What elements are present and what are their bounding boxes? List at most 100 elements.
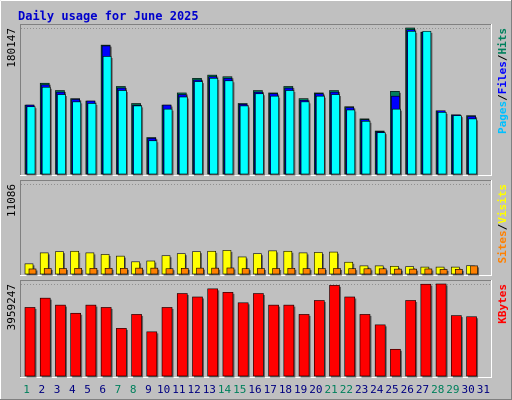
pages-bar-day-6 [102,56,112,175]
visits-sites-legend-item-2: Visits [496,184,509,224]
kbytes-bar-day-20 [313,300,325,377]
kbytes-bar-day-25 [390,348,401,377]
day-label-19: 19 [294,383,307,396]
sites-bar-day-23 [363,268,372,275]
sites-bar-day-8 [135,267,143,275]
kbytes-bar-day-5 [85,304,97,377]
kbytes-bar-day-9 [146,331,158,377]
sites-bar-day-24 [378,268,387,275]
day-labels: 1 2 3 4 5 6 7 8 9 10 11 12 13 14 15 16 17 18 19 20 21 22 23 24 2… [23,383,490,396]
kbytes-bar-day-16 [253,293,264,377]
day-label-29: 29 [446,383,459,396]
pages-bar-day-20 [315,95,325,175]
kbytes-ymax-tick: 3959247 [5,284,18,330]
pages-bar-day-17 [270,95,279,175]
pages-bar-day-18 [285,90,295,175]
kbytes-bar-day-17 [268,304,279,377]
sites-bar-day-5 [89,268,98,275]
sites-bar-day-29 [455,268,463,275]
pages-bar-day-27 [422,31,432,175]
chart-panels: 180147Pages/Files/Hits11086Sites/Visits3… [5,24,509,378]
pages-bar-day-22 [346,109,356,175]
day-label-8: 8 [130,383,137,396]
sites-bar-day-11 [180,268,189,275]
day-label-20: 20 [309,383,322,396]
visits-sites-legend: Sites/Visits [496,184,509,264]
day-label-27: 27 [416,383,429,396]
pages-bar-day-15 [239,105,249,175]
day-label-16: 16 [248,383,261,396]
day-label-2: 2 [39,383,46,396]
kbytes-bar-day-11 [176,293,188,377]
day-label-7: 7 [115,383,122,396]
day-label-5: 5 [84,383,91,396]
kbytes-bar-day-1 [24,307,36,377]
sites-bar-day-3 [59,268,67,275]
pages-bar-day-2 [41,86,51,175]
day-label-30: 30 [462,383,475,396]
kbytes-bar-day-15 [237,302,249,377]
sites-bar-day-15 [241,268,250,275]
pages-bar-day-29 [453,115,462,175]
day-label-11: 11 [172,383,185,396]
kbytes-bar-day-12 [192,296,203,377]
kbytes-bar-day-6 [100,307,112,377]
hits-files-pages-ymax-tick: 180147 [5,28,18,68]
day-label-15: 15 [233,383,246,396]
pages-bar-day-5 [87,103,97,175]
visits-sites-ymax-tick: 11086 [5,184,18,217]
hits-files-pages-legend-item-3: / [496,54,509,61]
hits-files-pages-legend-item-4: Hits [496,28,509,55]
day-label-31: 31 [477,383,490,396]
sites-bar-day-14 [226,267,235,275]
sites-bar-day-4 [74,268,82,275]
pages-bar-day-26 [407,31,416,175]
kbytes-bar-day-28 [435,283,447,377]
day-label-9: 9 [145,383,152,396]
sites-bar-day-16 [257,268,265,275]
day-label-12: 12 [187,383,200,396]
sites-bar-day-12 [196,267,204,275]
pages-bar-day-16 [255,93,264,175]
day-label-28: 28 [431,383,444,396]
pages-bar-day-19 [300,101,310,175]
pages-bar-day-10 [163,108,173,175]
kbytes-bar-day-8 [131,314,142,377]
pages-bar-day-1 [26,106,36,175]
day-label-3: 3 [54,383,61,396]
kbytes-bar-day-3 [55,304,66,377]
kbytes-bar-day-14 [222,292,234,377]
sites-bar-day-13 [211,267,220,275]
kbytes-legend-item-0: KBytes [496,284,509,324]
pages-bar-day-4 [72,101,81,175]
kbytes-bar-day-22 [344,296,356,377]
pages-bar-day-14 [224,80,234,175]
sites-bar-day-7 [120,268,128,275]
day-label-1: 1 [23,383,30,396]
pages-bar-day-28 [437,112,447,175]
day-label-26: 26 [401,383,414,396]
hits-files-pages-legend-item-1: / [496,94,509,101]
day-label-10: 10 [157,383,170,396]
visits-sites-legend-item-0: Sites [496,230,509,263]
hits-files-pages-legend: Pages/Files/Hits [496,28,509,134]
kbytes-panel: 3959247 KBytes [5,280,509,378]
visits-sites-panel: 11086 Sites/Visits [5,180,509,276]
pages-bar-day-12 [194,81,203,175]
kbytes-bar-day-18 [283,304,295,377]
sites-bar-day-22 [348,268,357,275]
kbytes-bar-day-21 [329,285,340,377]
kbytes-legend: KBytes [496,284,509,324]
day-label-14: 14 [218,383,232,396]
day-label-6: 6 [99,383,106,396]
kbytes-bar-day-23 [359,314,371,377]
day-label-13: 13 [203,383,216,396]
visits-sites-legend-item-1: / [496,223,509,230]
sites-bar-day-17 [272,268,280,275]
pages-bar-day-9 [148,140,158,175]
kbytes-bar-day-19 [298,314,310,377]
sites-bar-day-21 [333,268,341,275]
sites-bar-day-10 [165,268,174,275]
chart-title: Daily usage for June 2025 [18,9,199,23]
